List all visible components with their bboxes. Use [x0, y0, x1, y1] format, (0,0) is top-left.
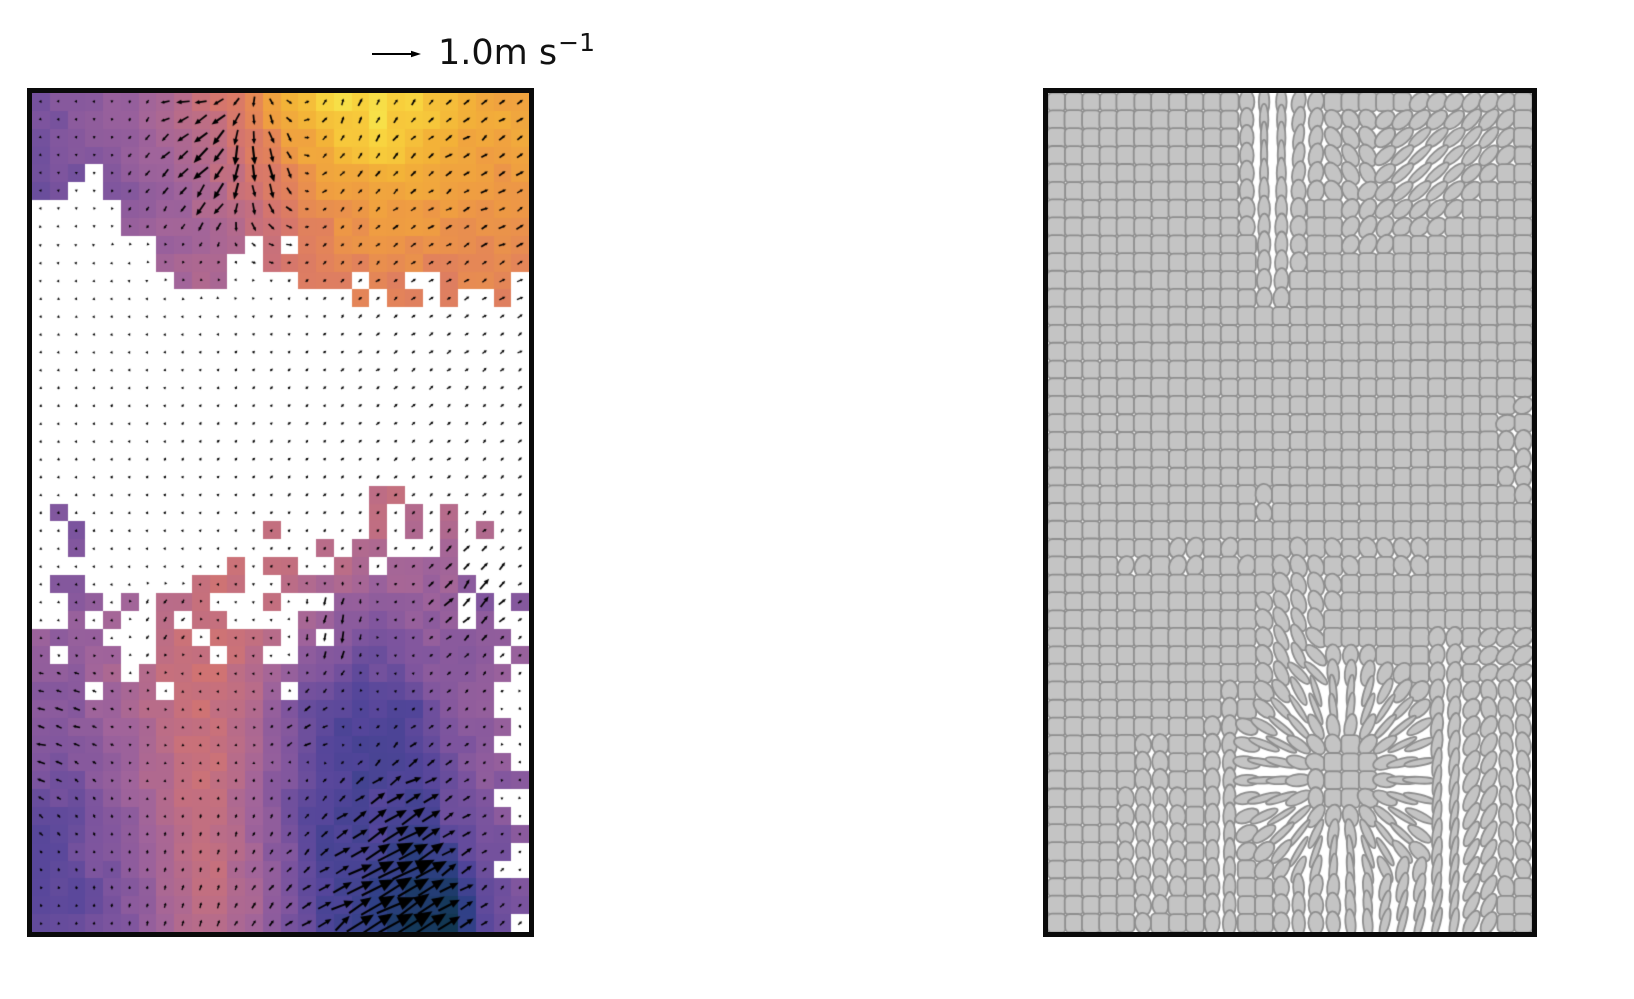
quiver-key-label: 1.0m s−1 [438, 30, 595, 73]
quiver-key-label-main: 1.0m s [438, 33, 558, 73]
quiver-key-arrow-icon [372, 50, 421, 57]
quiver-key-label-exponent: −1 [558, 28, 595, 57]
ellipse-grid-panel [1043, 88, 1537, 937]
quiver-key: 1.0m s−1 [370, 30, 595, 73]
velocity-heatmap-panel [27, 88, 534, 937]
ellipse-grid-canvas [1048, 93, 1532, 932]
velocity-quiver-canvas [32, 93, 529, 932]
